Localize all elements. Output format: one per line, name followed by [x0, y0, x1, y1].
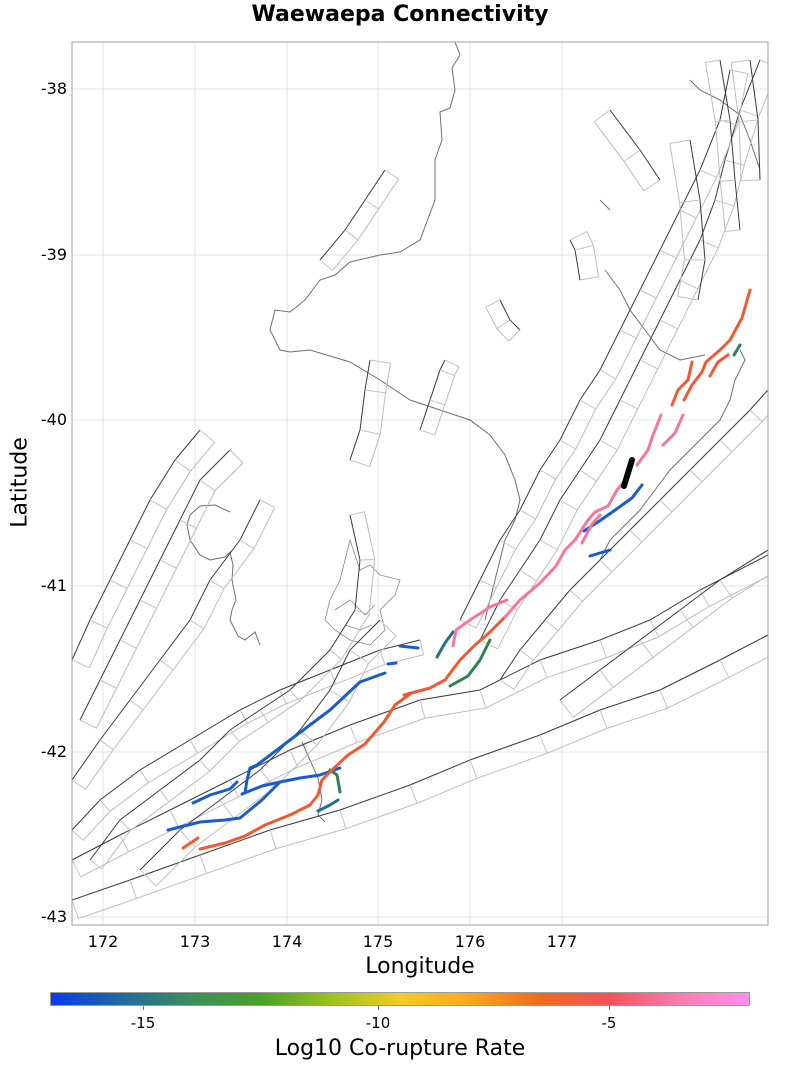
x-tick-label: 177 — [546, 932, 578, 951]
x-axis-title: Longitude — [365, 954, 475, 979]
x-tick-label: 172 — [87, 932, 119, 951]
y-tick-label: -43 — [40, 907, 67, 926]
y-tick-label: -39 — [40, 245, 67, 264]
rupture-trace — [198, 692, 412, 851]
rupture-trace — [661, 413, 685, 447]
rupture-trace — [708, 353, 730, 378]
colorbar-title: Log10 Co-rupture Rate — [274, 1036, 526, 1061]
rupture-trace — [503, 481, 625, 619]
rupture-trace — [240, 780, 282, 796]
coastline — [269, 42, 761, 621]
x-tick-label: 173 — [179, 932, 211, 951]
fault-traces — [72, 59, 768, 920]
rupture-trace — [435, 630, 455, 659]
rupture-trace — [621, 457, 635, 489]
rupture-trace — [582, 483, 644, 533]
plot-border — [71, 41, 769, 926]
gridlines — [72, 42, 768, 925]
rupture-trace — [451, 598, 509, 648]
rupture-trace — [732, 343, 742, 357]
rupture-trace — [580, 513, 602, 545]
highlighted-ruptures — [166, 288, 752, 851]
colorbar — [50, 992, 750, 1006]
rupture-trace — [181, 836, 200, 850]
rupture-trace — [402, 615, 507, 697]
rupture-trace — [670, 360, 694, 407]
colorbar-tick-mark — [143, 1006, 144, 1010]
x-tick-label: 176 — [454, 932, 486, 951]
rupture-trace — [316, 798, 340, 813]
colorbar-tick-label: -15 — [130, 1014, 156, 1032]
rupture-trace — [682, 288, 752, 402]
colorbar-tick-mark — [609, 1006, 610, 1010]
rupture-trace — [386, 661, 398, 666]
y-tick-label: -41 — [40, 576, 67, 595]
plot-area — [72, 42, 768, 925]
x-tick-label: 174 — [271, 932, 303, 951]
rupture-trace — [448, 638, 492, 688]
x-tick-label: 175 — [362, 932, 394, 951]
colorbar-tick-label: -5 — [601, 1014, 617, 1032]
y-axis-title: Latitude — [7, 437, 33, 528]
rupture-trace — [398, 644, 420, 650]
rupture-trace — [588, 548, 612, 558]
rupture-trace — [243, 671, 387, 795]
rupture-trace — [635, 413, 663, 467]
y-tick-label: -40 — [40, 410, 67, 429]
chart-title: Waewaepa Connectivity — [251, 2, 549, 27]
rupture-trace — [166, 766, 342, 832]
colorbar-tick-label: -10 — [365, 1014, 391, 1032]
y-tick-label: -38 — [40, 79, 67, 98]
colorbar-tick-mark — [378, 1006, 379, 1010]
rupture-trace — [191, 780, 239, 805]
y-tick-label: -42 — [40, 742, 67, 761]
